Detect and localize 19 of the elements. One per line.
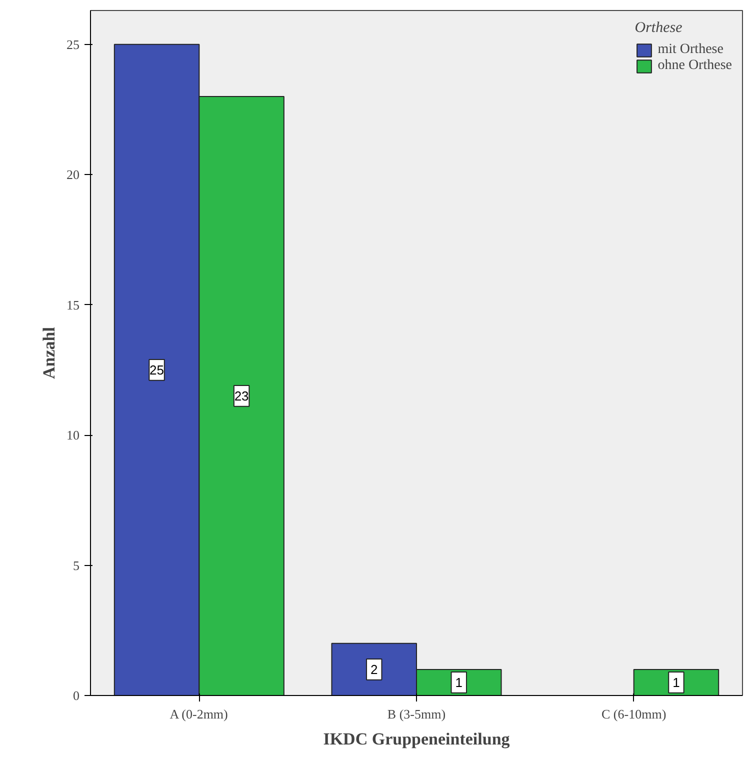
y-tick-label: 20 xyxy=(66,167,80,182)
y-tick-label: 10 xyxy=(66,428,80,443)
data-label: 1 xyxy=(672,674,680,690)
data-label: 23 xyxy=(234,388,249,404)
y-axis-title: Anzahl xyxy=(40,326,58,379)
x-tick-label: B (3-5mm) xyxy=(387,706,446,722)
y-tick-label: 0 xyxy=(73,688,80,703)
y-tick-label: 15 xyxy=(66,297,80,312)
data-label: 1 xyxy=(455,674,462,690)
y-tick-label: 5 xyxy=(73,558,80,573)
data-label: 2 xyxy=(370,662,378,677)
x-tick-label: A (0-2mm) xyxy=(170,706,228,722)
legend-title: Orthese xyxy=(634,20,684,37)
legend-label: mit Orthese xyxy=(658,42,724,58)
x-tick-label: C (6-10mm) xyxy=(602,706,666,722)
data-label: 25 xyxy=(150,362,164,378)
x-axis-title: IKDC Gruppeneinteilung xyxy=(323,730,510,748)
legend-label: ohne Orthese xyxy=(658,58,732,74)
y-tick-label: 25 xyxy=(66,36,80,52)
